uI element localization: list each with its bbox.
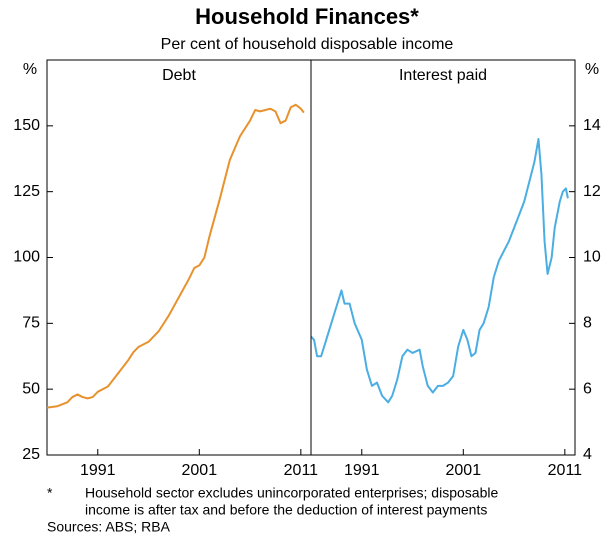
- data-line: [46, 103, 305, 409]
- x-tick-label: 2011: [548, 462, 583, 479]
- x-tick-label: 2011: [284, 462, 319, 479]
- x-tick-label: 1991: [80, 462, 116, 479]
- y-tick-label: 4: [583, 446, 592, 463]
- footnote-line: income is after tax and before the deduc…: [85, 502, 487, 518]
- data-line: [310, 138, 569, 404]
- y-tick-label: 8: [583, 315, 592, 332]
- footnote-line: Household sector excludes unincorporated…: [85, 485, 498, 501]
- y-tick-label: 12: [583, 183, 601, 200]
- sources: Sources: ABS; RBA: [47, 519, 171, 535]
- footnote-marker: *: [47, 485, 53, 501]
- y-tick-label: 10: [583, 249, 601, 266]
- y-axis-unit: %: [585, 61, 599, 78]
- y-tick-label: 75: [22, 315, 40, 332]
- panel-title: Debt: [162, 67, 196, 84]
- chart-title: Household Finances*: [195, 4, 419, 29]
- y-axis-unit: %: [23, 61, 37, 78]
- chart-subtitle: Per cent of household disposable income: [161, 36, 454, 53]
- y-tick-label: 6: [583, 380, 592, 397]
- x-tick-label: 2001: [446, 462, 482, 479]
- y-tick-label: 125: [13, 183, 40, 200]
- x-tick-label: 1991: [344, 462, 380, 479]
- y-tick-label: 100: [13, 249, 40, 266]
- y-tick-label: 150: [13, 117, 40, 134]
- y-tick-label: 25: [22, 446, 40, 463]
- x-tick-label: 2001: [182, 462, 218, 479]
- y-tick-label: 14: [583, 117, 601, 134]
- y-tick-label: 50: [22, 380, 40, 397]
- panel-title: Interest paid: [399, 67, 487, 84]
